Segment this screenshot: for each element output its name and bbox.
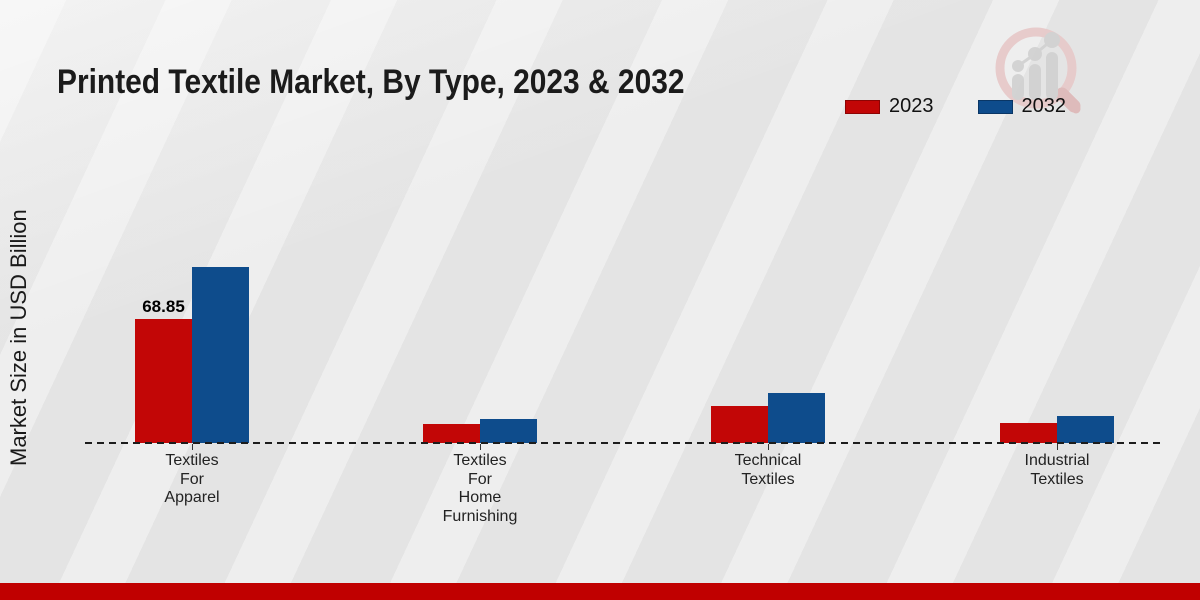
x-axis-tick <box>192 444 193 450</box>
bar-2032-2 <box>480 419 537 443</box>
bar-2032-4 <box>1057 416 1114 443</box>
y-axis-label: Market Size in USD Billion <box>6 209 31 467</box>
bar-value-label: 68.85 <box>142 297 185 316</box>
x-axis-tick <box>480 444 481 450</box>
legend: 2023 2032 <box>845 95 1066 118</box>
bar-2023-1 <box>135 319 192 443</box>
x-axis-tick <box>1057 444 1058 450</box>
x-axis-baseline <box>85 442 1165 444</box>
bar-2023-2 <box>423 424 480 443</box>
legend-swatch-2032 <box>977 99 1013 114</box>
x-category-label: Industrial Textiles <box>1024 452 1090 488</box>
legend-swatch-2023 <box>845 99 880 114</box>
legend-label: 2023 <box>889 95 934 117</box>
bar-2023-4 <box>1000 423 1057 443</box>
x-category-label: Textiles For Home Furnishing <box>442 452 518 525</box>
x-axis-tick <box>768 444 769 450</box>
bar-2032-3 <box>768 392 825 443</box>
market-research-magnifier-chart-logo-icon <box>995 27 1081 114</box>
bar-2023-3 <box>711 406 768 443</box>
chart-title: Printed Textile Market, By Type, 2023 & … <box>57 62 685 101</box>
legend-item-2032: 2032 <box>977 95 1067 118</box>
bar-2032-1 <box>192 267 249 443</box>
footer-accent-bar <box>0 583 1200 600</box>
legend-item-2023: 2023 <box>845 95 934 118</box>
legend-label: 2032 <box>1021 95 1067 117</box>
x-category-label: Textiles For Apparel <box>164 452 220 506</box>
x-category-label: Technical Textiles <box>734 452 802 488</box>
